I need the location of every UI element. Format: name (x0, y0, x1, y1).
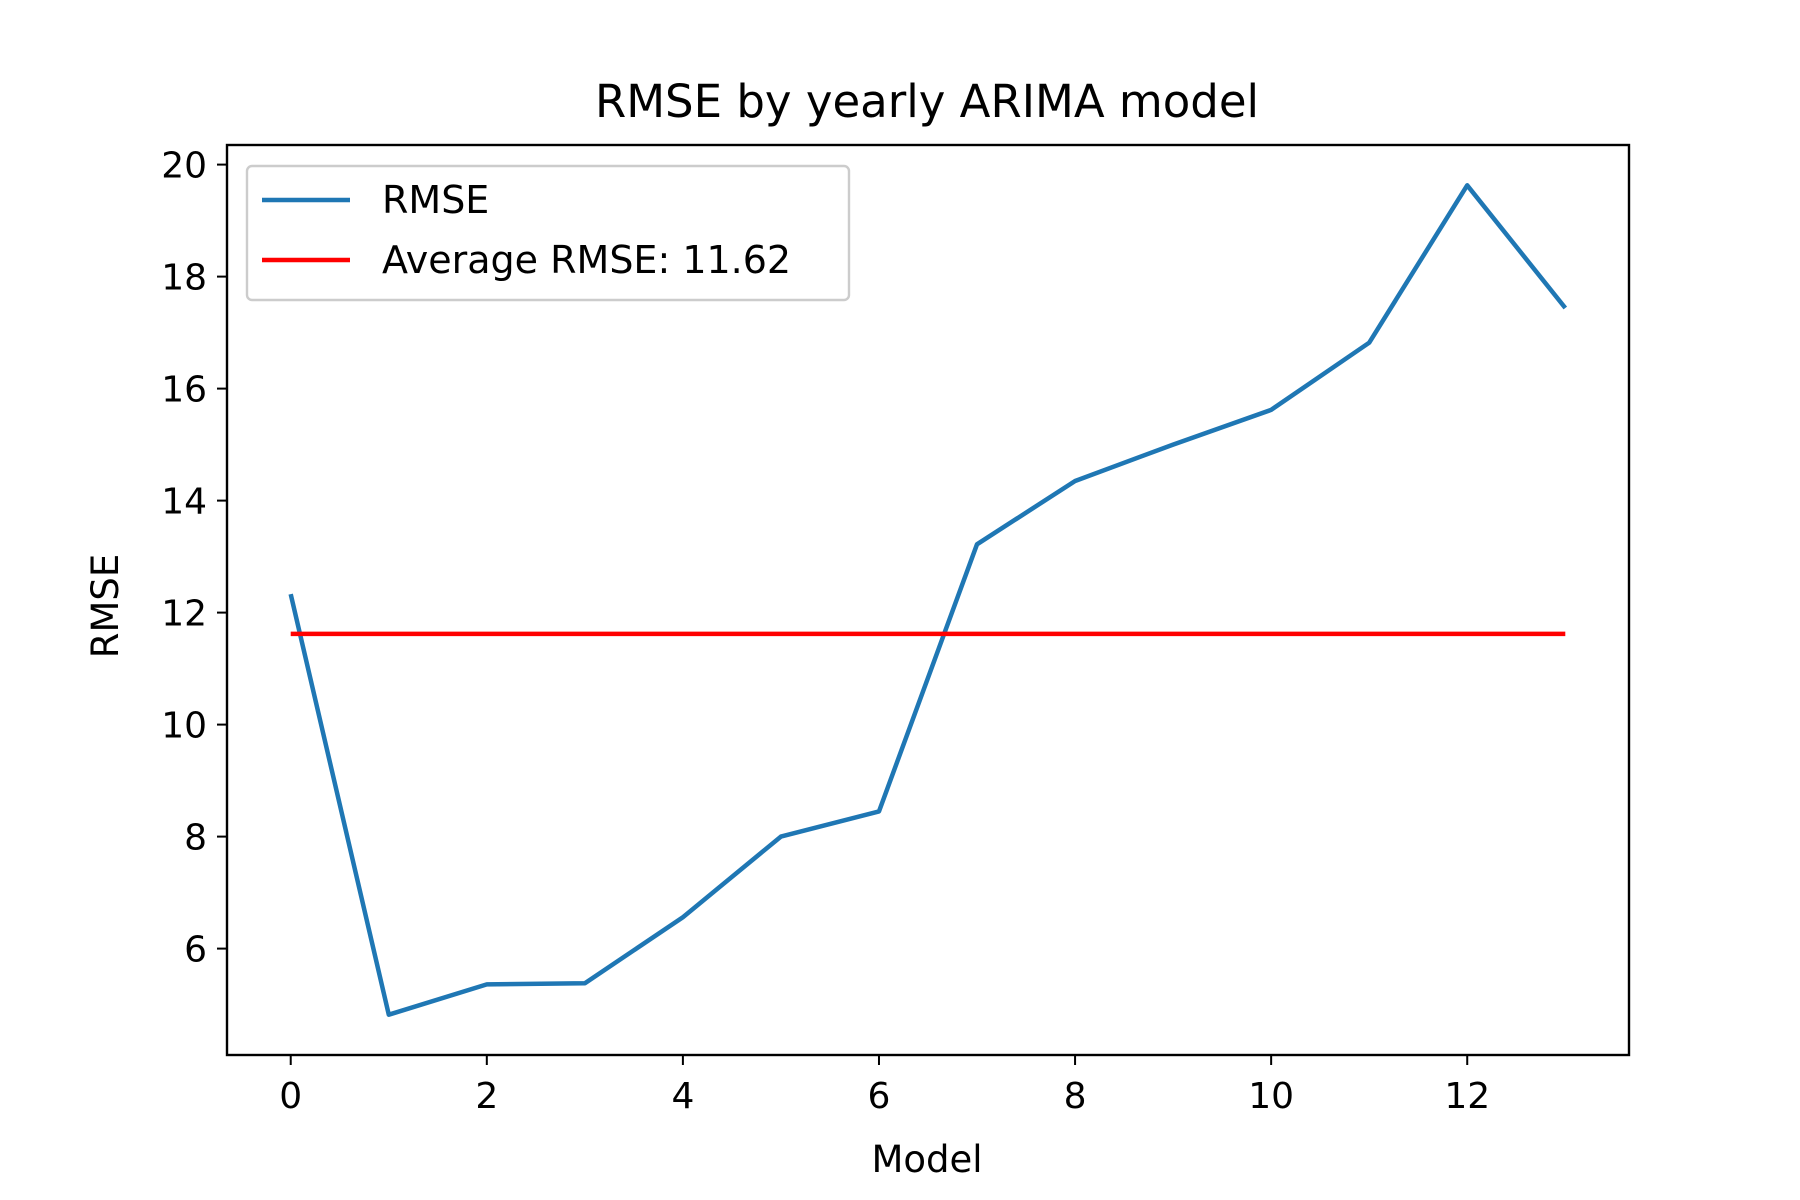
legend-box (245, 164, 851, 302)
x-tick-label: 2 (475, 1076, 498, 1117)
y-axis-title: RMSE (84, 554, 127, 659)
x-tick-label: 4 (671, 1076, 694, 1117)
legend-label-average-rmse: Average RMSE: 11.62 (382, 238, 791, 282)
y-tick-label: 14 (161, 482, 207, 523)
x-tick-label: 6 (868, 1076, 891, 1117)
legend: RMSE Average RMSE: 11.62 (245, 164, 851, 302)
legend-label-rmse: RMSE (382, 178, 489, 222)
x-tick-label: 0 (279, 1076, 302, 1117)
y-tick-label: 20 (161, 146, 207, 187)
y-axis: 6 8 10 12 14 16 18 20 (161, 146, 227, 971)
plot-area-frame (225, 143, 1631, 1057)
x-axis: 0 2 4 6 8 10 12 (279, 1055, 1490, 1117)
x-tick-label: 8 (1064, 1076, 1087, 1117)
chart-title: RMSE by yearly ARIMA model (595, 75, 1259, 128)
y-tick-label: 6 (184, 930, 207, 971)
series-layer (288, 183, 1568, 1017)
x-tick-label: 10 (1248, 1076, 1294, 1117)
x-tick-label: 12 (1444, 1076, 1490, 1117)
y-tick-label: 16 (161, 370, 207, 411)
y-tick-label: 12 (161, 594, 207, 635)
y-tick-label: 10 (161, 706, 207, 747)
x-axis-title: Model (871, 1138, 982, 1181)
series-line-rmse (288, 183, 1568, 1017)
y-tick-label: 8 (184, 818, 207, 859)
y-tick-label: 18 (161, 258, 207, 299)
